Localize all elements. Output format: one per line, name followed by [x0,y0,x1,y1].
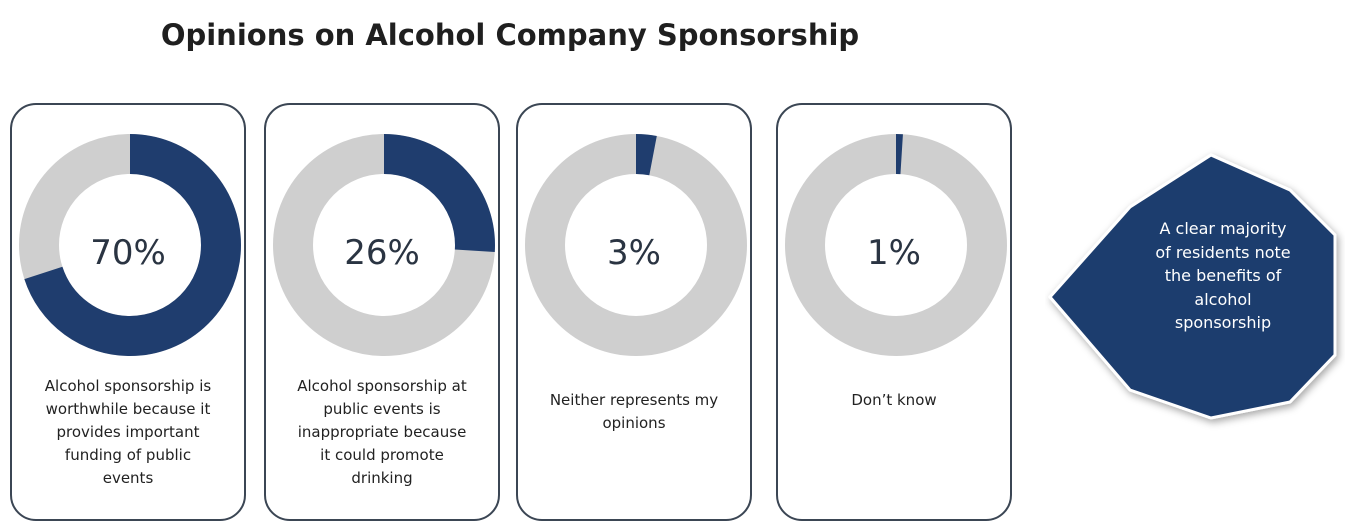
donut-card: 3% Neither represents my opinions [516,103,752,521]
caption-line: drinking [351,469,413,487]
caption-line: funding of public [64,446,192,464]
percent-label: 26% [344,233,420,273]
callout-line: of residents note [1155,242,1291,262]
caption-line: worthwhile because it [45,400,211,418]
donut-caption: Don’t know [788,389,1000,412]
donut-chart [19,134,241,356]
callout-shape [1048,153,1337,420]
chart-title: Opinions on Alcohol Company Sponsorship [160,18,860,52]
percent-label: 1% [867,233,921,273]
donut-card: 1% Don’t know [776,103,1012,521]
caption-line: events [102,469,154,487]
caption-line: public events is [323,400,441,418]
donut-caption: Alcohol sponsorship at public events is in… [276,375,488,490]
caption-line: inappropriate because [297,423,467,441]
callout-line: A clear majority [1159,219,1287,238]
caption-line: it could promote [320,446,444,464]
percent-label: 3% [607,233,661,273]
donut-caption: Neither represents my opinions [528,389,740,435]
percent-label: 70% [90,233,166,273]
donut-value-arc [785,134,1007,356]
donut-chart [785,134,1007,356]
callout-line: sponsorship [1174,313,1272,332]
caption-line: Neither represents my [549,391,719,409]
donut-value-arc [273,134,495,356]
callout-text: A clear majority of residents note the b… [1133,217,1313,335]
donut-chart [525,134,747,356]
donut-chart [273,134,495,356]
caption-line: Alcohol sponsorship at [297,377,467,395]
donut-card: 26% Alcohol sponsorship at public events i… [264,103,500,521]
caption-line: Alcohol sponsorship is [44,377,212,395]
caption-line: opinions [602,414,666,432]
callout-line: alcohol [1194,289,1252,309]
callout-line: the benefits of [1164,266,1282,285]
donut-value-arc [525,134,747,356]
donut-card: 70% Alcohol sponsorship is worthwhile beca… [10,103,246,521]
donut-value-arc [19,134,241,356]
caption-line: provides important [56,423,200,441]
donut-caption: Alcohol sponsorship is worthwhile because… [22,375,234,490]
caption-line: Don’t know [851,391,937,409]
